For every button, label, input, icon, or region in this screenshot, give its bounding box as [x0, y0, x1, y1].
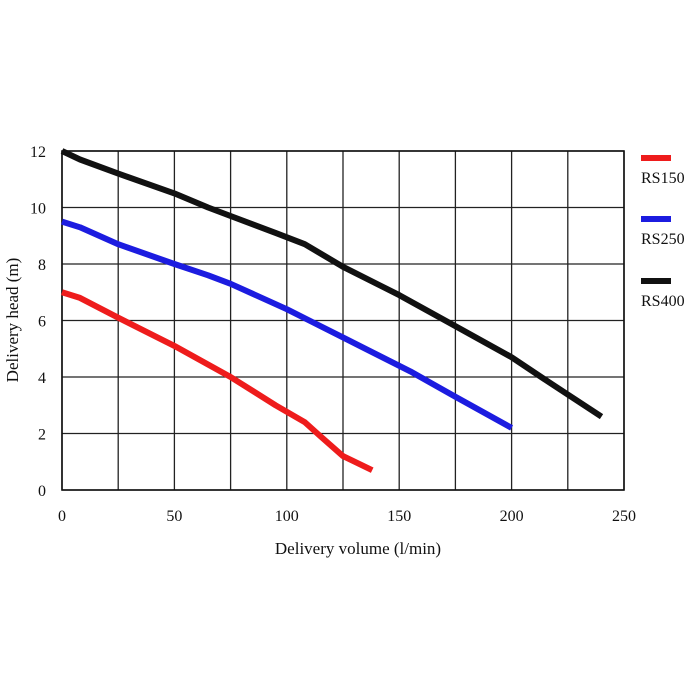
x-tick-label: 0 — [58, 508, 66, 525]
x-tick-label: 200 — [500, 508, 524, 525]
series-line-rs400 — [60, 148, 604, 420]
y-tick-label: 6 — [38, 314, 46, 331]
y-tick-label: 0 — [38, 483, 46, 500]
series-lines — [60, 148, 604, 473]
y-tick-label: 2 — [38, 427, 46, 444]
plot-border — [61, 150, 625, 491]
y-axis-label: Delivery head (m) — [3, 258, 22, 383]
plot-frame — [61, 150, 625, 491]
y-tick-label: 12 — [30, 144, 46, 161]
x-tick-label: 50 — [166, 508, 182, 525]
legend-label-rs400: RS400 — [641, 293, 685, 310]
legend-label-rs150: RS150 — [641, 170, 685, 187]
series-line-rs250 — [61, 218, 514, 431]
legend-swatch-rs250 — [641, 216, 671, 222]
legend-swatch-rs400 — [641, 278, 671, 284]
series-line-rs150 — [61, 289, 374, 473]
y-tick-label: 10 — [30, 201, 46, 218]
y-tick-labels: 0 2 4 6 8 10 12 — [30, 144, 46, 500]
x-tick-labels: 0 50 100 150 200 250 — [58, 508, 636, 525]
y-tick-label: 8 — [38, 257, 46, 274]
x-tick-label: 150 — [387, 508, 411, 525]
legend: RS150 RS250 RS400 — [641, 155, 685, 310]
x-tick-label: 100 — [275, 508, 299, 525]
y-tick-label: 4 — [38, 370, 46, 387]
grid — [61, 150, 625, 491]
x-axis-label: Delivery volume (l/min) — [275, 539, 441, 558]
x-tick-label: 250 — [612, 508, 636, 525]
legend-label-rs250: RS250 — [641, 231, 685, 248]
legend-swatch-rs150 — [641, 155, 671, 161]
